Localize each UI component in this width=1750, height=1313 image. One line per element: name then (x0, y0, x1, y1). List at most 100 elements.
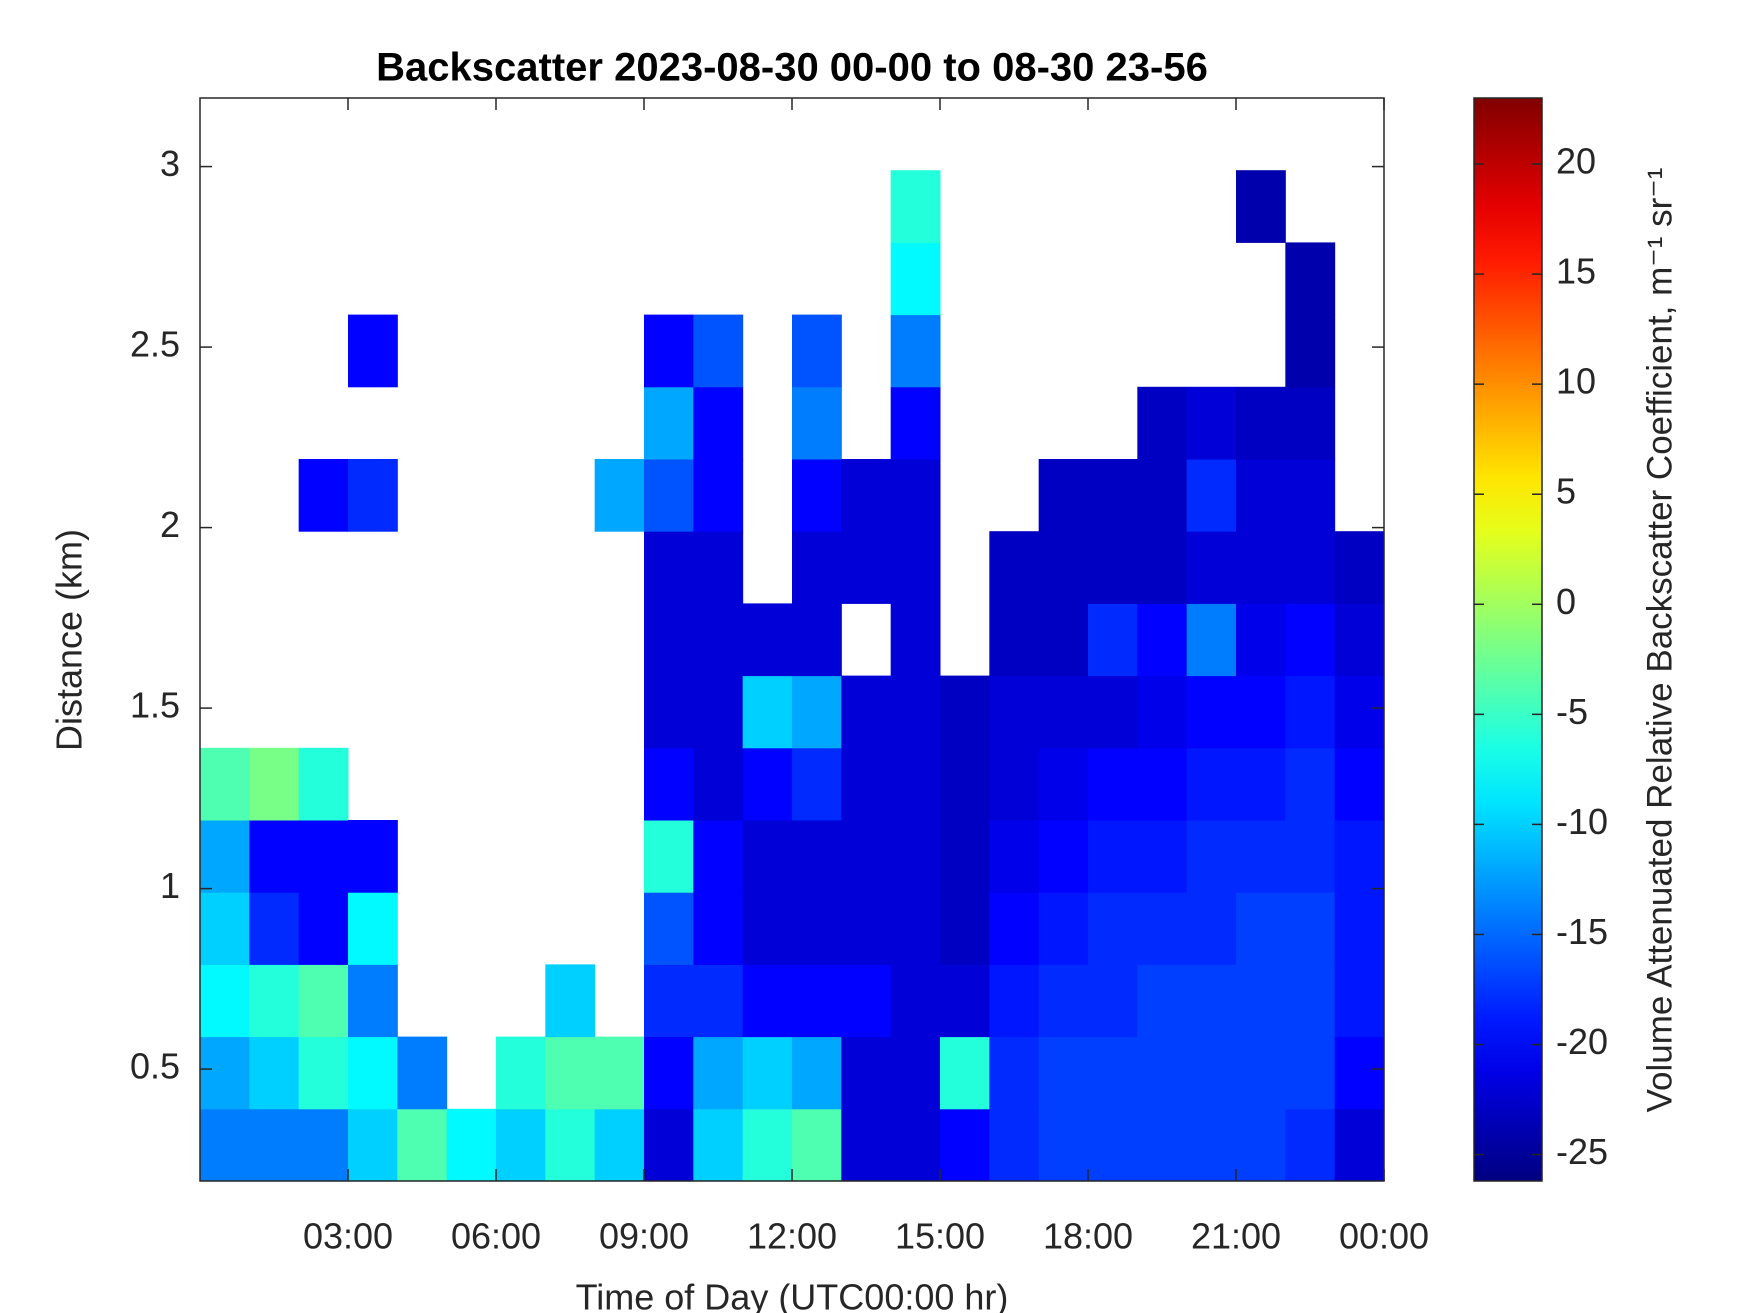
heat-cell (792, 964, 842, 1038)
colorbar-tick-label: -20 (1556, 1021, 1608, 1062)
heat-cell (693, 675, 744, 749)
heat-cell (1137, 1036, 1188, 1110)
heat-cell (1137, 386, 1188, 460)
heat-cell (693, 747, 744, 821)
heat-cell (249, 892, 300, 965)
colorbar-tick-label: -25 (1556, 1131, 1608, 1172)
heat-cell (594, 459, 645, 532)
heat-cell (1236, 459, 1286, 532)
heat-cell (940, 675, 990, 749)
heat-cell (841, 675, 892, 749)
heat-cell (644, 459, 694, 532)
heat-cell (1285, 1108, 1336, 1182)
heat-cell (1137, 892, 1188, 965)
heat-cell (1186, 459, 1237, 532)
heat-cell (792, 1036, 842, 1110)
heat-cell (298, 964, 349, 1038)
y-tick-label: 1.5 (130, 685, 180, 726)
heat-cell (1236, 964, 1286, 1038)
x-axis-label: Time of Day (UTC00:00 hr) (576, 1277, 1009, 1313)
heat-cell (1186, 603, 1237, 677)
colorbar (1473, 97, 1543, 1182)
heat-cell (1334, 892, 1385, 965)
colorbar-tick-label: -15 (1556, 911, 1608, 952)
heat-cell (1088, 964, 1138, 1038)
x-tick-label: 06:00 (451, 1216, 541, 1257)
heat-cell (1285, 964, 1336, 1038)
heat-cell (1038, 1036, 1089, 1110)
heat-cell (348, 820, 398, 893)
heat-cell (792, 820, 842, 893)
heat-cell (890, 170, 941, 243)
heat-cell (348, 459, 398, 532)
heat-cell (298, 1108, 349, 1182)
heat-cell (644, 820, 694, 893)
heat-cell (1137, 820, 1188, 893)
heat-cell (1285, 314, 1336, 388)
heat-cell (1236, 603, 1286, 677)
heat-cell (890, 964, 941, 1038)
heat-cell (989, 675, 1040, 749)
heat-cell (1334, 531, 1385, 604)
heat-cell (1285, 675, 1336, 749)
heat-cell (1285, 531, 1336, 604)
heat-cell (890, 314, 941, 388)
heat-cell (1334, 675, 1385, 749)
heat-cell (298, 892, 349, 965)
y-axis-label: Distance (km) (49, 529, 90, 751)
heat-cell (1137, 603, 1188, 677)
heat-cell (693, 820, 744, 893)
heat-cell (1088, 675, 1138, 749)
heat-cell (1236, 675, 1286, 749)
heat-cell (841, 1036, 892, 1110)
heat-cell (693, 314, 744, 388)
heat-cell (1285, 459, 1336, 532)
heat-cell (1186, 531, 1237, 604)
heat-cell (1236, 386, 1286, 460)
heat-cell (693, 386, 744, 460)
heat-cell (1137, 531, 1188, 604)
heat-cell (841, 820, 892, 893)
heat-cell (940, 747, 990, 821)
heat-cell (644, 314, 694, 388)
heat-cell (298, 820, 349, 893)
heat-cell (890, 747, 941, 821)
heat-cell (496, 1036, 546, 1110)
heat-cell (348, 892, 398, 965)
heat-cell (545, 964, 596, 1038)
heat-cell (742, 820, 793, 893)
x-tick-label: 15:00 (895, 1216, 985, 1257)
heat-cell (989, 1108, 1040, 1182)
heat-cell (693, 459, 744, 532)
heat-cell (1334, 964, 1385, 1038)
x-tick-label: 12:00 (747, 1216, 837, 1257)
heat-cell (742, 747, 793, 821)
y-tick-label: 2.5 (130, 324, 180, 365)
heat-cell (644, 386, 694, 460)
heat-cell (989, 531, 1040, 604)
heat-cell (200, 1036, 250, 1110)
heat-cell (890, 386, 941, 460)
heat-cell (1334, 820, 1385, 893)
heat-cell (792, 459, 842, 532)
heat-cell (890, 242, 941, 316)
colorbar-tick-label: 5 (1556, 471, 1576, 512)
heat-cell (348, 964, 398, 1038)
chart-title: Backscatter 2023-08-30 00-00 to 08-30 23… (376, 46, 1208, 90)
heat-cell (742, 1108, 793, 1182)
heat-cell (890, 459, 941, 532)
heat-cell (742, 964, 793, 1038)
heat-cell (1137, 964, 1188, 1038)
colorbar-tick-label: 15 (1556, 251, 1596, 292)
heat-cell (298, 459, 349, 532)
colorbar-tick-label: 10 (1556, 361, 1596, 402)
heat-cell (890, 675, 941, 749)
heat-cell (841, 964, 892, 1038)
heat-cell (890, 820, 941, 893)
heat-cell (792, 747, 842, 821)
heat-cell (693, 1036, 744, 1110)
heat-cell (841, 531, 892, 604)
heat-cell (1038, 675, 1089, 749)
heat-cell (792, 314, 842, 388)
heat-cell (446, 1108, 497, 1182)
